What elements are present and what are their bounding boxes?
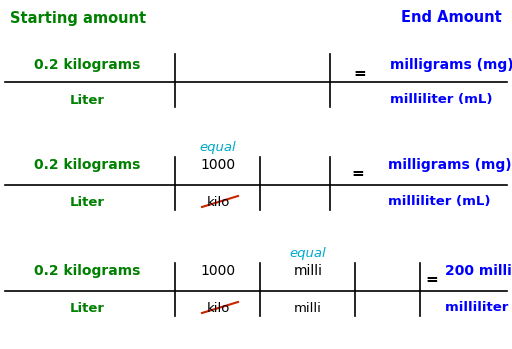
Text: milliliter (mL): milliliter (mL): [388, 195, 490, 208]
Text: 200 milligrams (mg): 200 milligrams (mg): [445, 264, 512, 278]
Text: milli: milli: [294, 302, 322, 314]
Text: kilo: kilo: [206, 195, 230, 208]
Text: milligrams (mg): milligrams (mg): [388, 158, 511, 172]
Text: Liter: Liter: [70, 302, 104, 314]
Text: =: =: [352, 166, 365, 181]
Text: milli: milli: [293, 264, 323, 278]
Text: 0.2 kilograms: 0.2 kilograms: [34, 264, 140, 278]
Text: milliliter (mL): milliliter (mL): [445, 302, 512, 314]
Text: Starting amount: Starting amount: [10, 10, 146, 25]
Text: equal: equal: [200, 141, 237, 155]
Text: End Amount: End Amount: [401, 10, 502, 25]
Text: Liter: Liter: [70, 94, 104, 106]
Text: 0.2 kilograms: 0.2 kilograms: [34, 58, 140, 72]
Text: 1000: 1000: [200, 158, 236, 172]
Text: 0.2 kilograms: 0.2 kilograms: [34, 158, 140, 172]
Text: milligrams (mg): milligrams (mg): [390, 58, 512, 72]
Text: equal: equal: [290, 247, 326, 260]
Text: kilo: kilo: [206, 302, 230, 314]
Text: 1000: 1000: [200, 264, 236, 278]
Text: milliliter (mL): milliliter (mL): [390, 94, 493, 106]
Text: =: =: [425, 273, 438, 288]
Text: Liter: Liter: [70, 195, 104, 208]
Text: =: =: [354, 66, 367, 81]
